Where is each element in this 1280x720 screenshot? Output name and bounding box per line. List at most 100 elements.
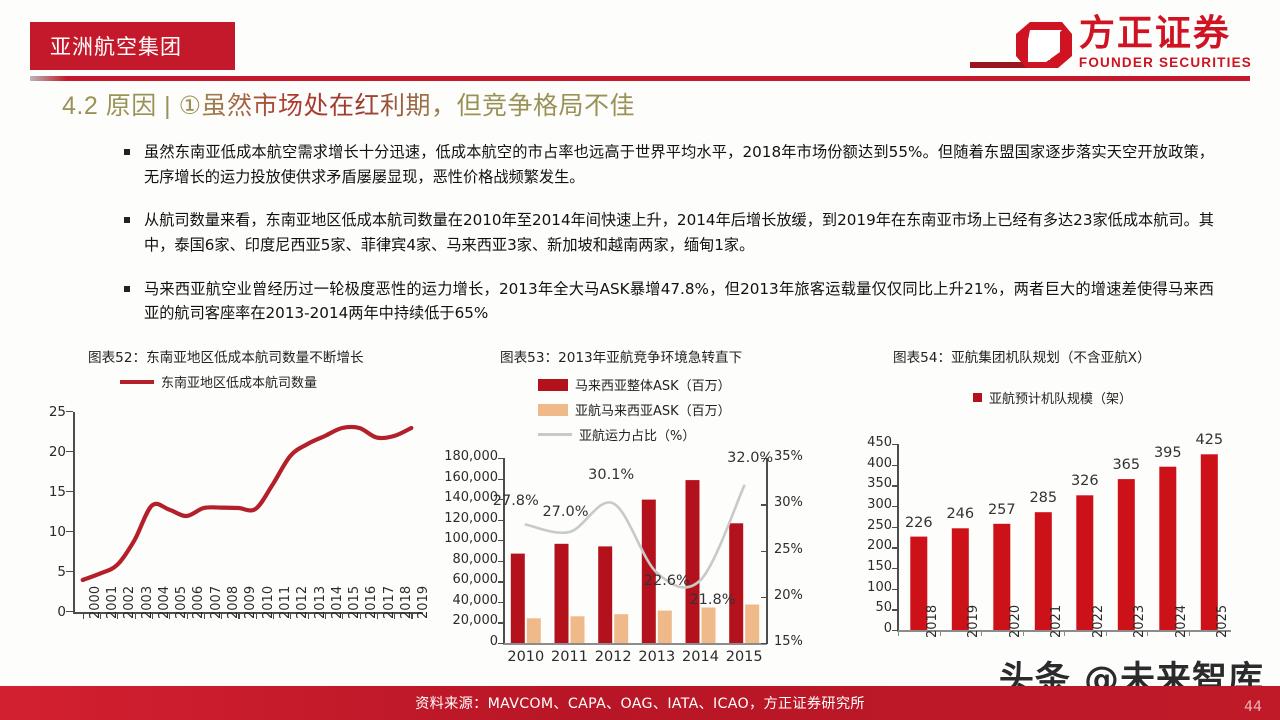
legend-label: 亚航马来西亚ASK（百万） xyxy=(575,404,731,419)
chart53: 0 20,000 40,000 60,000 80,000 100,000 120,000 1… xyxy=(428,449,828,665)
y-tick: 20,000 xyxy=(452,613,499,629)
bullet-list: 虽然东南亚低成本航空需求增长十分迅速，低成本航空的市占率也远高于世界平均水平，2… xyxy=(124,140,1214,345)
tick-mark xyxy=(761,643,767,645)
y-tick: 140,000 xyxy=(444,490,498,506)
x-tick: 2024 xyxy=(1173,604,1189,638)
x-tick: 2010 xyxy=(507,649,545,665)
tick-mark xyxy=(761,596,767,599)
bar-data-label: 425 xyxy=(1195,432,1224,449)
line-data-label: 27.0% xyxy=(542,504,589,520)
x-tick: 2025 xyxy=(1215,604,1231,638)
corner-tab: 亚洲航空集团 xyxy=(30,22,235,70)
y-tick: 200 xyxy=(867,538,892,554)
tick-mark xyxy=(151,613,154,619)
tick-mark xyxy=(307,613,309,619)
y-tick: 180,000 xyxy=(444,449,498,464)
chart52-x-axis xyxy=(73,612,423,614)
legend-swatch-bar-icon xyxy=(538,378,568,391)
y-tick: 100 xyxy=(867,579,892,595)
y-tick: 10 xyxy=(48,524,66,540)
logo-text-block: 方正证券 FOUNDER SECURITIES xyxy=(1079,16,1252,71)
tick-mark xyxy=(394,613,396,619)
chart54: 0 50 100 150 200 250 300 350 400 450 226 246 257 285… xyxy=(846,432,1266,638)
legend-label: 亚航预计机队规模（架） xyxy=(989,392,1133,407)
legend-swatch-line-icon xyxy=(120,379,154,384)
chart53-title: 图表53：2013年亚航竞争环境急转直下 xyxy=(500,350,743,366)
legend-label: 东南亚地区低成本航司数量 xyxy=(161,376,318,391)
tick-mark xyxy=(100,613,102,619)
y-tick: 250 xyxy=(867,517,892,533)
bar-data-label: 257 xyxy=(987,501,1016,518)
chart54-plot xyxy=(898,444,1230,630)
founder-securities-logo: 方正证券 FOUNDER SECURITIES xyxy=(1015,16,1252,71)
bar-data-label: 395 xyxy=(1153,444,1182,461)
tick-mark xyxy=(1188,631,1190,636)
tick-mark xyxy=(761,550,767,552)
legend-label: 亚航运力占比（%） xyxy=(579,429,696,444)
logo-tail-bar xyxy=(970,62,1032,68)
chart54-bar-series xyxy=(910,454,1218,630)
y-tick: 300 xyxy=(867,497,892,512)
chart52-title: 图表52：东南亚地区低成本航司数量不断增长 xyxy=(88,350,364,366)
x-tick: 2018 xyxy=(924,604,940,638)
x-tick: 2020 xyxy=(1007,604,1023,638)
footer-source-text: 资料来源：MAVCOM、CAPA、OAG、IATA、ICAO，方正证券研究所 xyxy=(415,696,865,712)
bullet-marker-icon xyxy=(124,285,130,292)
tick-mark xyxy=(892,568,898,570)
tick-mark xyxy=(82,613,84,619)
tick-mark xyxy=(66,411,73,413)
tick-mark xyxy=(498,601,504,604)
tick-mark xyxy=(892,485,898,487)
chart53-legend-3: 亚航运力占比（%） xyxy=(538,425,742,444)
tick-mark xyxy=(939,631,941,636)
y-tick: 0 xyxy=(489,634,498,649)
tick-mark xyxy=(498,540,504,542)
tick-mark xyxy=(66,611,73,613)
chart53-plot xyxy=(504,458,766,643)
line-data-label: 22.6% xyxy=(643,572,690,589)
tick-mark xyxy=(359,613,361,619)
tick-mark xyxy=(66,571,73,573)
y-tick: 5 xyxy=(57,564,66,580)
legend-swatch-bar-icon xyxy=(538,403,568,416)
y-tick: 0 xyxy=(883,621,892,636)
y2-tick: 20% xyxy=(774,587,803,603)
y2-tick: 30% xyxy=(774,495,803,511)
line-data-label: 21.8% xyxy=(689,592,736,609)
legend-swatch-bar-icon xyxy=(973,393,982,402)
y2-tick: 35% xyxy=(774,449,803,464)
bullet-marker-icon xyxy=(124,149,130,155)
chart53-legend-1: 马来西亚整体ASK（百万） xyxy=(538,375,742,394)
y-tick: 15 xyxy=(48,484,66,500)
y2-tick: 25% xyxy=(774,541,803,557)
page-title: 4.2 原因 | ①虽然市场处在红利期，但竞争格局不佳 xyxy=(62,86,635,122)
tick-mark xyxy=(892,609,898,611)
y-tick: 50 xyxy=(875,600,892,616)
list-item: 马来西亚航空业曾经历过一轮极度恶性的运力增长，2013年全大马ASK暴增47.8… xyxy=(124,277,1214,326)
tick-mark xyxy=(1022,631,1024,636)
y-tick: 400 xyxy=(867,455,892,471)
tick-mark xyxy=(186,613,188,619)
chart53-x-axis xyxy=(503,643,767,645)
y-tick: 80,000 xyxy=(452,551,499,567)
bullet-text: 马来西亚航空业曾经历过一轮极度恶性的运力增长，2013年全大马ASK暴增47.8… xyxy=(144,279,1214,323)
tick-mark xyxy=(273,613,275,619)
x-tick: 2014 xyxy=(682,649,719,665)
list-item: 虽然东南亚低成本航空需求增长十分迅速，低成本航空的市占率也远高于世界平均水平，2… xyxy=(124,140,1214,189)
list-item: 从航司数量来看，东南亚地区低成本航司数量在2010年至2014年间快速上升，20… xyxy=(124,208,1214,257)
tick-mark xyxy=(892,506,898,508)
y-tick: 0 xyxy=(57,604,66,620)
tick-mark xyxy=(892,630,898,632)
bar-data-label: 285 xyxy=(1029,490,1058,507)
bullet-text: 虽然东南亚低成本航空需求增长十分迅速，低成本航空的市占率也远高于世界平均水平，2… xyxy=(144,143,1214,186)
tick-mark xyxy=(498,622,504,624)
tick-mark xyxy=(1105,631,1107,636)
logo-hexagon-icon xyxy=(1015,20,1072,70)
bar-data-label: 246 xyxy=(946,506,975,523)
x-tick: 2012 xyxy=(594,649,632,665)
tick-mark xyxy=(498,643,504,645)
legend-swatch-line-icon xyxy=(538,433,572,436)
tick-mark xyxy=(255,613,257,619)
tick-mark xyxy=(892,464,898,466)
y-tick: 150 xyxy=(867,559,892,574)
